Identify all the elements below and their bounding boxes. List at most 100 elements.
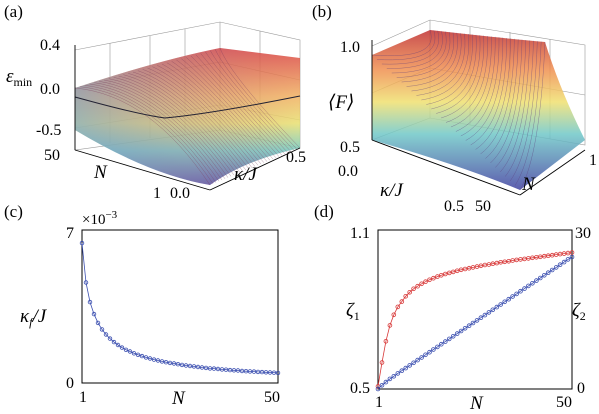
panel-c-point: [171, 361, 177, 366]
panel-c-x-tick-50: 50: [264, 389, 280, 406]
panel-d-x-tick-1: 1: [375, 394, 383, 411]
panel-a-N-tick-50: 50: [44, 147, 60, 164]
panel-b-mesh-line: [436, 35, 481, 114]
panel-b-mesh-line: [514, 41, 542, 186]
panel-c-point: [167, 360, 173, 366]
panel-c-point: [199, 365, 205, 370]
panel-a-3d-plot: 0.4 0.0 -0.5 εmin 50 N 1 0.0 κ/J 0.5: [6, 21, 306, 202]
panel-a-mesh-line: [118, 75, 238, 175]
panel-b-mesh-line: [480, 38, 515, 155]
panel-c-y-label: κf/J: [20, 306, 48, 329]
panel-a-mesh-line: [89, 83, 220, 182]
panel-c-point: [95, 320, 101, 326]
panel-d-blue-point: [466, 323, 472, 329]
panel-d-blue-point: [403, 365, 409, 371]
panel-b-mesh-line: [495, 39, 527, 168]
panel-a-mesh-line: [195, 54, 286, 155]
panel-d-series: [375, 250, 575, 392]
panel-d-blue-point: [549, 267, 555, 273]
panel-d-blue-point: [561, 259, 567, 265]
panel-c-point: [99, 327, 105, 332]
panel-c-point: [127, 349, 133, 354]
panel-a-kappa-tick-1: 0.5: [286, 149, 306, 166]
panel-c-point: [263, 370, 269, 375]
panel-d-blue-point: [446, 336, 452, 342]
panel-b-mesh-line: [396, 31, 451, 78]
panel-label-d: (d): [314, 202, 334, 221]
panel-d-blue-point: [526, 283, 531, 289]
panel-c-point: [271, 370, 277, 375]
panel-b-mesh-line: [401, 32, 454, 83]
panel-a-z-tick-0: 0.4: [40, 37, 60, 54]
panel-b-mesh-line: [386, 31, 443, 69]
panel-b-surface: [372, 30, 585, 190]
panel-c-point: [227, 367, 233, 373]
panel-b-mesh-line: [490, 39, 523, 164]
panel-b-z-tick-1: 0.5: [340, 139, 360, 156]
panel-c-x-tick-1: 1: [79, 389, 87, 406]
panel-a-mesh-line: [166, 62, 268, 162]
panel-a-N-label: N: [93, 162, 108, 183]
panel-d-blue-point: [494, 304, 500, 310]
panel-a-mesh-line: [171, 61, 271, 161]
panel-b-mesh-line: [460, 37, 500, 137]
panel-c-point: [239, 368, 245, 374]
panel-c-scale: ×10−3: [82, 209, 118, 228]
panel-d-red-point: [375, 384, 381, 389]
panel-d-blue-point: [502, 299, 508, 305]
panel-c-point: [207, 366, 213, 371]
panel-d-red-point: [399, 299, 405, 304]
panel-label-a: (a): [4, 2, 23, 21]
panel-c-point: [179, 362, 185, 368]
panel-c-point: [211, 366, 217, 371]
panel-a-N-tick-1: 1: [153, 185, 161, 202]
panel-b-mesh-line: [470, 37, 507, 146]
panel-b-N-tick-1: 1: [589, 152, 597, 169]
panel-a-z-tick-2: -0.5: [36, 122, 61, 139]
panel-b-mesh-line: [445, 35, 488, 123]
panel-b-mesh-line: [421, 33, 470, 101]
panel-a-mesh-line: [113, 77, 235, 176]
panel-b-mesh-line: [519, 41, 546, 191]
panel-a-axes: [74, 45, 301, 191]
panel-d-red-point: [391, 312, 397, 318]
panel-c-point: [275, 370, 281, 376]
panel-a-mesh-line: [157, 65, 262, 165]
panel-c-point: [223, 367, 229, 372]
panel-d-red-point: [383, 338, 389, 344]
panel-c-point: [131, 351, 137, 356]
panel-c-point: [235, 368, 241, 373]
panel-a-mesh-line: [181, 58, 277, 159]
panel-d-blue-point: [534, 278, 539, 283]
panel-d-blue-point: [557, 262, 563, 268]
panel-c-point: [251, 369, 257, 374]
panel-a-mesh-line: [84, 85, 217, 183]
panel-d-yleft-label: ζ1: [346, 300, 360, 323]
panel-d-blue-point: [522, 286, 527, 291]
panel-c-y-tick-7: 7: [66, 225, 74, 242]
panel-a-mesh-line: [210, 50, 295, 151]
panel-d-blue-point: [482, 312, 488, 318]
panel-a-mesh-line: [219, 47, 301, 149]
panel-a-mesh-line: [142, 69, 253, 168]
panel-a-surface-shade: [75, 48, 300, 185]
panel-b-mesh-line: [416, 33, 466, 96]
panel-c-point: [151, 357, 157, 362]
panel-c-point: [159, 359, 165, 364]
panel-d-blue-point: [454, 331, 460, 336]
panel-d-blue-point: [530, 280, 535, 286]
panel-c-point: [87, 299, 93, 305]
panel-a-mesh-line: [128, 73, 244, 172]
panel-c-y-tick-0: 0: [66, 375, 74, 392]
panel-d-blue-point: [462, 325, 468, 331]
panel-c-point: [163, 360, 169, 365]
panel-d-red-point: [431, 275, 436, 281]
panel-c-point: [143, 355, 149, 360]
panel-b-mesh: [371, 29, 546, 191]
panel-c-point: [195, 364, 201, 370]
panel-d-blue-point: [379, 382, 385, 388]
panel-a-mesh-line: [186, 57, 280, 157]
panel-d-red-point: [415, 283, 420, 289]
panel-d-blue-point: [399, 368, 405, 374]
panel-d-red-point: [379, 360, 385, 365]
